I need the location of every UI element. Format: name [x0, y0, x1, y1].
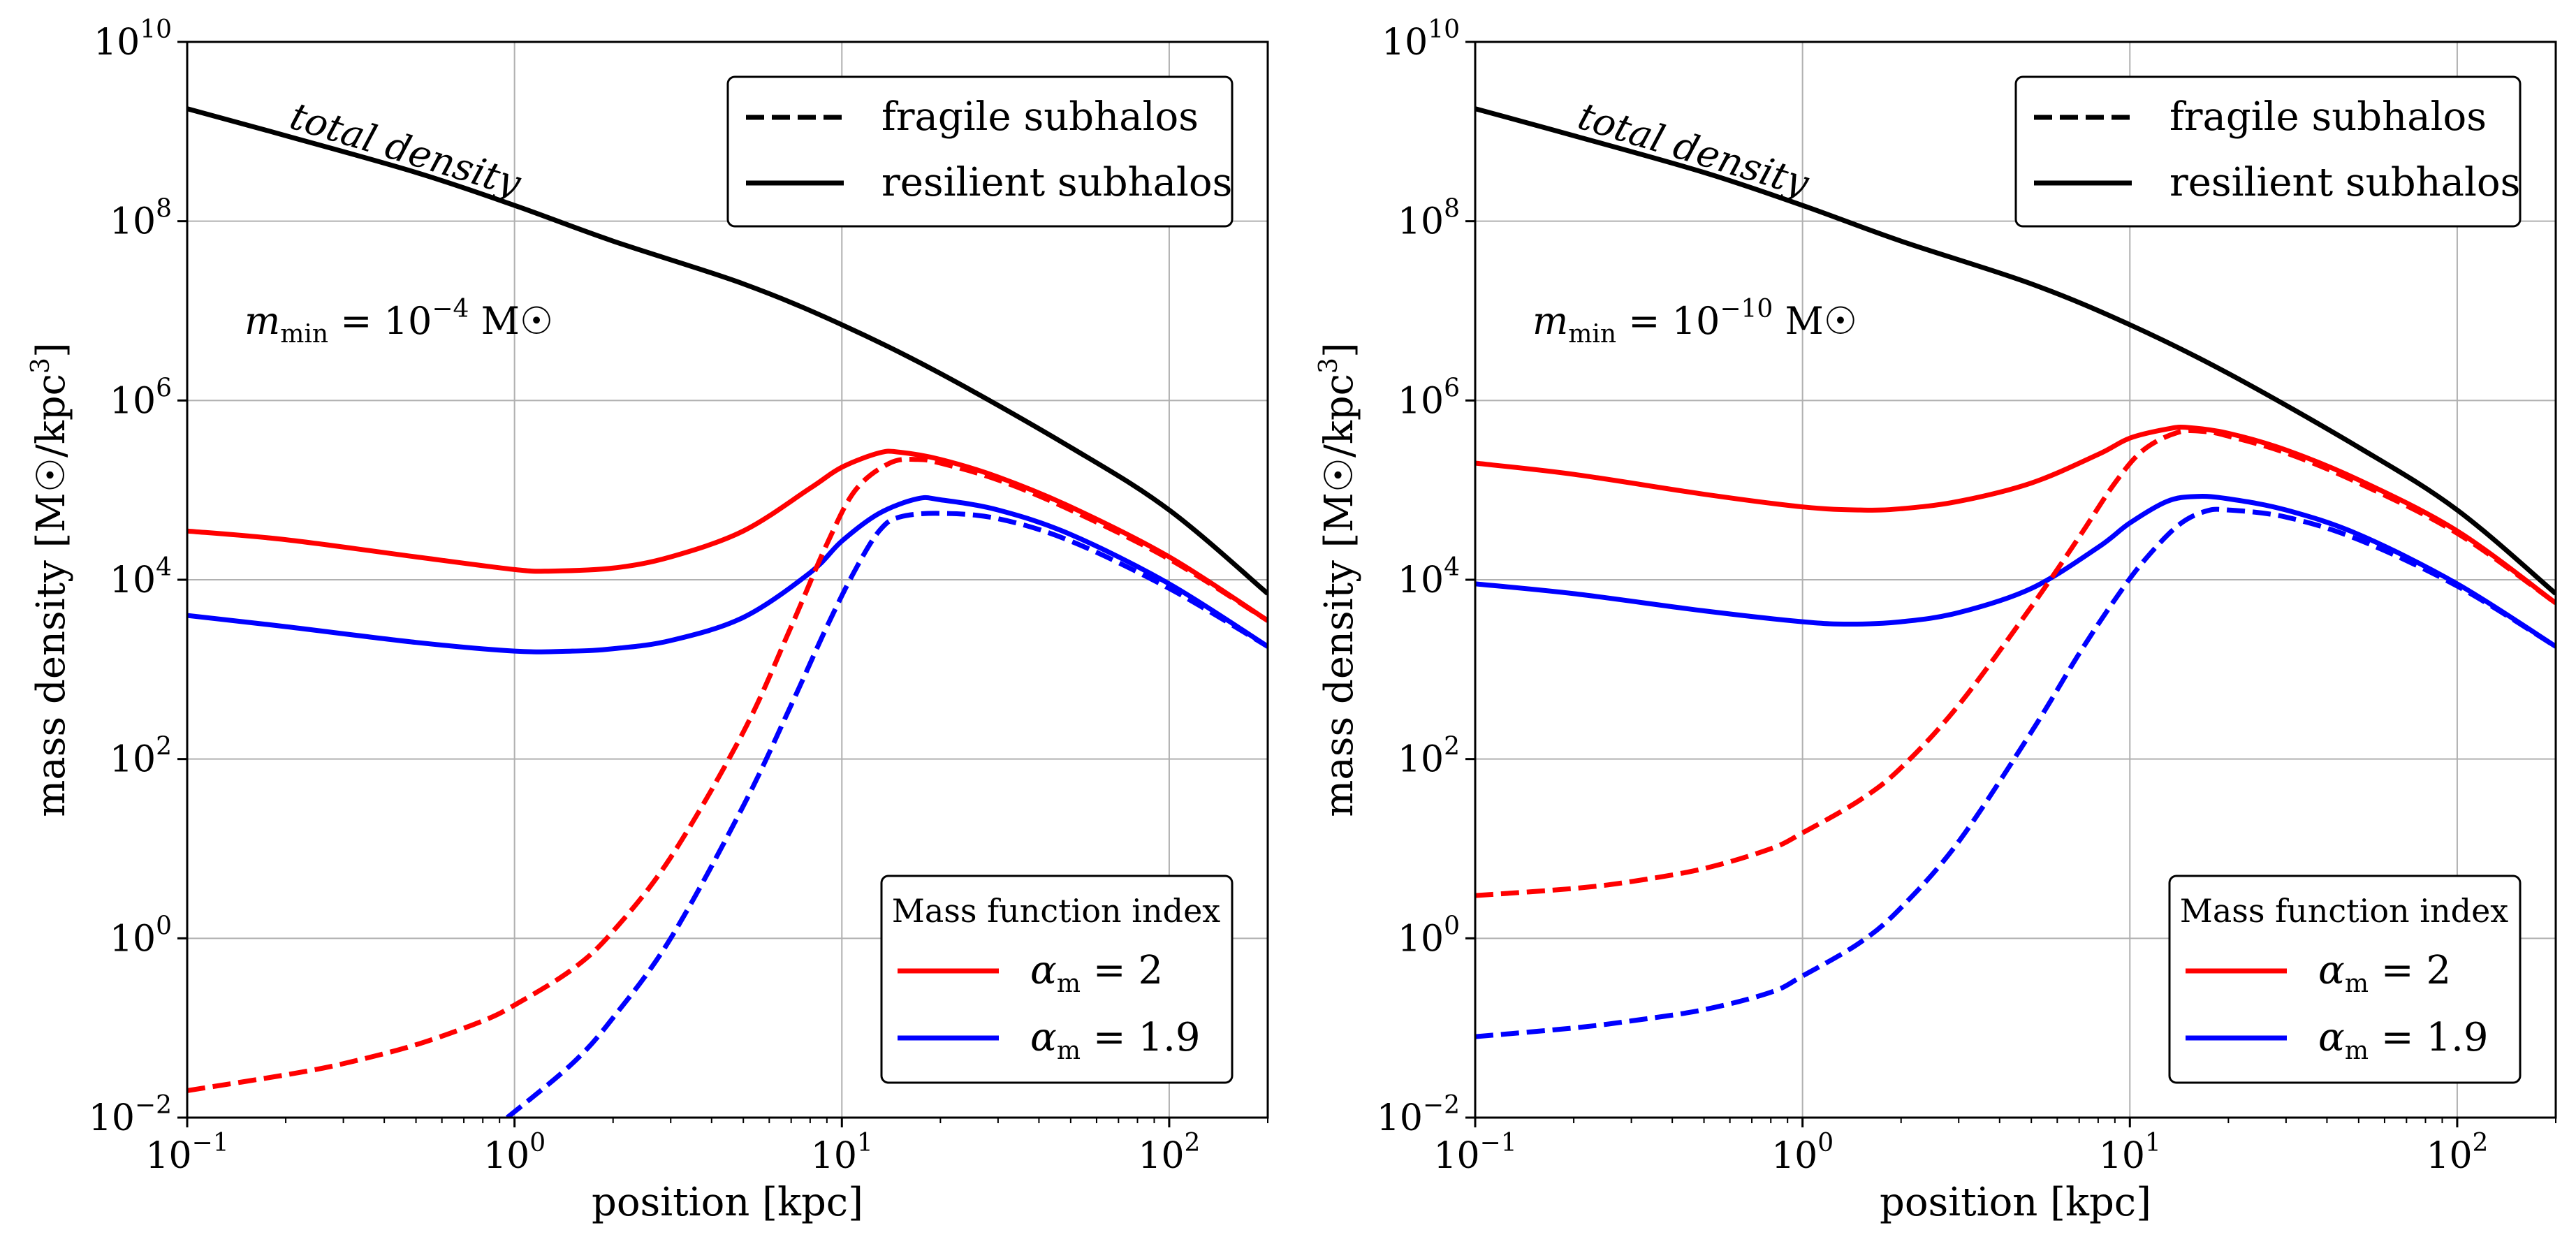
total-density-annotation: total density [1573, 94, 1815, 205]
y-tick-label: 102 [1398, 733, 1460, 781]
legend-mass-index: Mass function index αm = 2 αm = 1.9 [880, 875, 1234, 1084]
series-line [1475, 106, 2556, 596]
legend-label: resilient subhalos [881, 160, 1232, 205]
x-tick-label: 102 [1138, 1129, 1200, 1177]
legend-frame [726, 75, 1234, 228]
y-tick-label: 1010 [94, 15, 172, 64]
y-tick-label: 108 [110, 195, 172, 243]
legend-line-style: fragile subhalos resilient subhalos [2014, 75, 2522, 228]
y-tick-label: 106 [110, 374, 172, 422]
series-group [1475, 106, 2556, 1039]
x-axis-label: position [kpc] [1880, 1180, 2151, 1225]
legend-label: fragile subhalos [2169, 94, 2487, 140]
series-line [187, 456, 1268, 1093]
series-line [187, 106, 1268, 596]
legend-label: αm = 1.9 [2318, 1015, 2489, 1065]
series-line [1475, 427, 2556, 898]
series-line [1475, 494, 2556, 649]
chart-svg-left: 10−1 100 101 102 10−2 100 102 104 106 108 1010 posi… [27, 15, 1269, 1225]
mmin-annotation: mmin = 10−10 M☉ [1532, 295, 1857, 349]
legend-title: Mass function index [892, 892, 1221, 930]
series-line [1475, 425, 2556, 606]
legend-mass-index: Mass function index αm = 2 αm = 1.9 [2168, 875, 2522, 1084]
legend-label: αm = 1.9 [1030, 1015, 1201, 1065]
x-axis-label: position [kpc] [592, 1180, 863, 1225]
y-tick-label: 100 [1398, 912, 1460, 960]
series-line [187, 448, 1268, 623]
x-tick-label: 101 [2099, 1129, 2161, 1177]
y-tick-label: 10−2 [89, 1091, 172, 1139]
legend-label: αm = 2 [2318, 948, 2451, 998]
legend-label: αm = 2 [1030, 948, 1163, 998]
legend-title: Mass function index [2180, 892, 2509, 930]
x-tick-label: 10−1 [145, 1129, 228, 1177]
ticks [177, 41, 1268, 1127]
legend-line-style: fragile subhalos resilient subhalos [726, 75, 1234, 228]
total-density-annotation: total density [285, 94, 527, 205]
x-tick-label: 102 [2426, 1129, 2488, 1177]
x-tick-label: 100 [483, 1129, 546, 1177]
x-tick-label: 10−1 [1433, 1129, 1516, 1177]
x-tick-label: 100 [1771, 1129, 1834, 1177]
legend-frame [880, 875, 1234, 1084]
mmin-annotation: mmin = 10−4 M☉ [244, 295, 553, 349]
y-tick-label: 10−2 [1377, 1091, 1460, 1139]
series-line [187, 495, 1268, 654]
legend-label: resilient subhalos [2169, 160, 2520, 205]
y-tick-label: 104 [110, 553, 172, 601]
y-tick-label: 102 [110, 733, 172, 781]
y-tick-label: 106 [1398, 374, 1460, 422]
y-tick-label: 1010 [1382, 15, 1460, 64]
ticks [1465, 41, 2556, 1127]
legend-frame [2014, 75, 2522, 228]
series-group [187, 106, 1268, 1118]
y-axis-label: mass density [M☉/kpc3] [1315, 342, 1362, 817]
chart-panel-right: 10−1 100 101 102 10−2 100 102 104 106 108 1010 posi… [1288, 0, 2576, 1255]
series-line [1475, 506, 2556, 1039]
y-tick-label: 108 [1398, 195, 1460, 243]
legend-label: fragile subhalos [881, 94, 1199, 140]
y-axis-label: mass density [M☉/kpc3] [27, 342, 74, 817]
chart-panel-left: 10−1 100 101 102 10−2 100 102 104 106 108 1010 posi… [0, 0, 1288, 1255]
y-tick-label: 100 [110, 912, 172, 960]
chart-svg-right: 10−1 100 101 102 10−2 100 102 104 106 108 1010 posi… [1315, 15, 2557, 1225]
y-tick-label: 104 [1398, 553, 1460, 601]
legend-frame [2168, 875, 2522, 1084]
series-line [505, 511, 1268, 1118]
x-tick-label: 101 [811, 1129, 873, 1177]
